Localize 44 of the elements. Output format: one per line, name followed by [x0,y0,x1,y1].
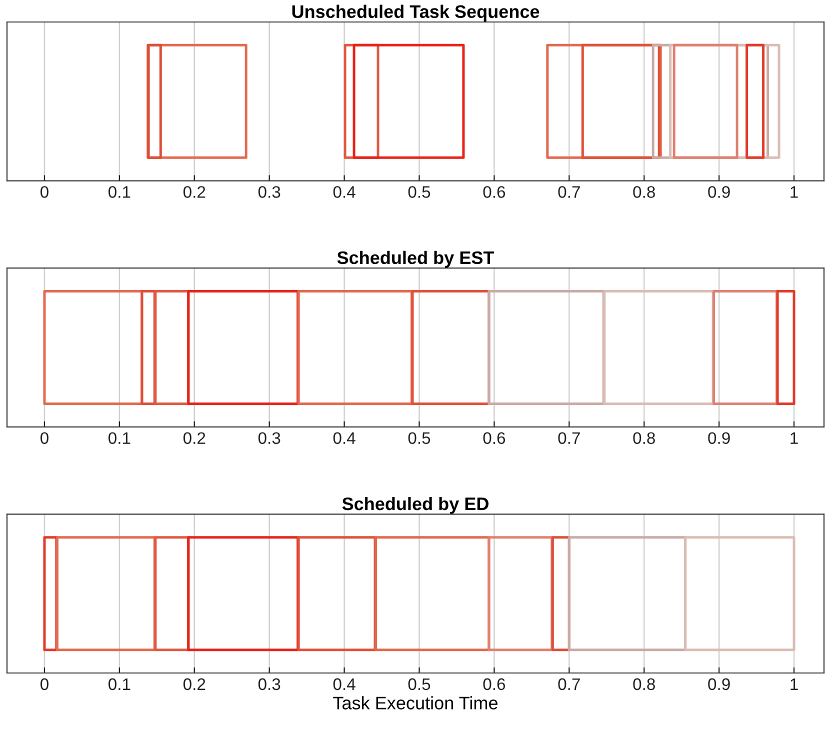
x-tick-label: 0.7 [558,432,580,444]
x-tick-label: 0.4 [333,432,356,444]
x-tick-label: 0.7 [558,186,580,198]
x-tick-label: 0.2 [183,432,206,444]
x-tick-label: 0.4 [333,678,356,690]
bar [776,290,796,406]
x-tick-label: 0.9 [708,678,730,690]
bar [581,44,660,159]
bar [146,44,162,159]
x-tick-label: 1 [790,186,798,198]
x-tick-label: 0.6 [483,186,506,198]
x-tick-label: 0.2 [183,186,206,198]
x-tick-label: 0.8 [633,678,655,690]
x-tick-label: 0.4 [333,186,356,198]
x-axis-title: Task Execution Time [333,696,498,710]
x-tick-label: 1 [790,432,798,444]
x-tick-label: 0.2 [183,678,206,690]
x-tick-label: 0.6 [483,678,506,690]
x-tick-label: 0.5 [408,186,430,198]
x-tick-label: 0.8 [633,186,655,198]
x-tick-label: 0 [40,432,48,444]
x-tick-label: 0.3 [258,432,280,444]
chart-title: Scheduled by ED [342,496,488,514]
x-tick-label: 0.7 [558,678,580,690]
x-tick-label: 0.5 [408,432,430,444]
bar [352,44,465,159]
x-tick-label: 0.9 [708,432,730,444]
x-tick-label: 0.6 [483,432,506,444]
x-tick-label: 0.5 [408,678,430,690]
x-tick-label: 0 [40,186,48,198]
x-tick-label: 0.3 [258,678,280,690]
bar [684,536,796,652]
x-tick-label: 0.9 [708,186,730,198]
chart-title: Unscheduled Task Sequence [292,4,540,22]
x-tick-label: 0.8 [633,432,655,444]
x-tick-label: 1 [790,678,798,690]
x-tick-label: 0 [40,678,48,690]
chart-title: Scheduled by EST [337,250,494,268]
x-tick-label: 0.1 [108,186,130,198]
x-tick-label: 0.3 [258,186,280,198]
x-tick-label: 0.1 [108,432,130,444]
bar [672,44,738,159]
x-tick-label: 0.1 [108,678,130,690]
bar [746,44,765,159]
